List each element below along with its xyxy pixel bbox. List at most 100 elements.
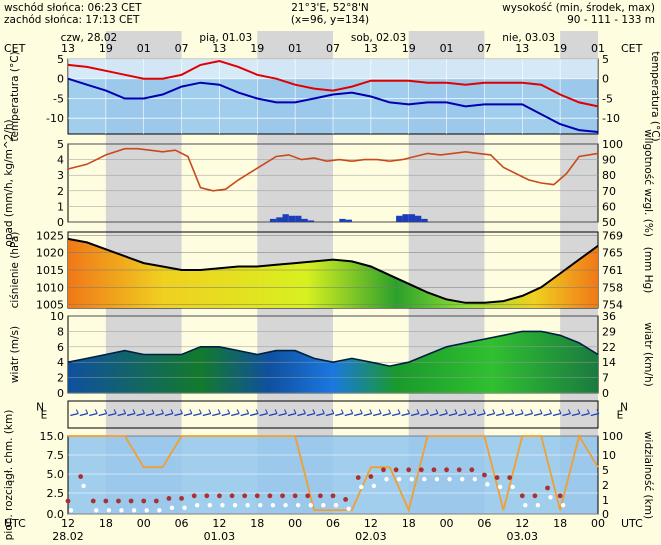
humidity-ylabel-right: wilgotność wzgl. (%) xyxy=(642,129,654,237)
wind-ytick-left: 2 xyxy=(57,372,64,385)
precip-ytick-left: 2 xyxy=(57,185,64,198)
cloud-dot xyxy=(242,493,248,499)
cloud-dot-low xyxy=(81,483,86,489)
cloud-dot xyxy=(229,493,235,499)
cloud-dot xyxy=(355,475,361,480)
day-label-top: czw, 28.02 xyxy=(61,32,118,44)
vis-ytick-right: 10 xyxy=(602,449,616,462)
wind-barb xyxy=(596,409,600,414)
cloud-dot-low xyxy=(472,476,478,482)
cloud-ytick-left: 5.0 xyxy=(47,468,65,481)
cloud-dot-low xyxy=(422,476,427,482)
tick-top: 07 xyxy=(326,42,340,55)
cloud-dot xyxy=(444,467,449,473)
wind-barb xyxy=(227,409,231,414)
cloud-dot-low xyxy=(258,502,263,508)
cloud-ytick-left: 2.5 xyxy=(47,487,65,500)
wind-arrow xyxy=(155,412,164,417)
precip-panel: 5 4 3 2 1 0 100 90 80 70 60 50 opad (mm/h, kg/m^2/h)… xyxy=(3,119,654,246)
compass-n-left: N xyxy=(36,402,44,414)
sunrise-text: wschód słońca: 06:23 CET xyxy=(4,2,142,14)
pressure-ytick-right: 754 xyxy=(602,299,623,312)
timezone-top-right: CET xyxy=(621,42,643,55)
cloud-dot-low xyxy=(94,508,99,513)
sunset-text: zachód słońca: 17:13 CET xyxy=(4,14,140,26)
pressure-ytick-right: 761 xyxy=(602,264,623,277)
wind-barb xyxy=(558,409,562,414)
wind-arrow xyxy=(126,412,136,417)
humidity-ytick-right: 50 xyxy=(602,216,616,229)
cloud-dot-low xyxy=(535,502,541,508)
cloud-dot xyxy=(545,485,550,491)
wind-barb xyxy=(577,409,581,414)
temp-ytick-left: 0 xyxy=(57,73,64,86)
wind-barb xyxy=(236,409,240,414)
tick-bottom: 06 xyxy=(477,517,491,530)
cloud-dot-low xyxy=(333,502,339,508)
wind-arrow xyxy=(183,412,193,417)
wind-arrow xyxy=(107,412,117,417)
tick-bottom: 00 xyxy=(440,517,454,530)
wind-arrow xyxy=(401,412,410,417)
wind-barb xyxy=(170,409,174,414)
vis-ylabel-right: widzialność (km) xyxy=(642,431,654,519)
wind-arrow xyxy=(590,412,600,417)
wind-barb xyxy=(539,409,543,414)
wind-barb xyxy=(94,409,98,414)
temp-ytick-right: -5 xyxy=(602,92,613,105)
wind-arrow xyxy=(79,412,88,417)
wind-barb xyxy=(198,409,202,414)
cloud-ytick-left: 15.0 xyxy=(40,430,65,443)
cloud-dot xyxy=(204,493,210,499)
tick-top: 19 xyxy=(402,42,416,55)
cloud-dot-low xyxy=(371,483,377,489)
pressure-ytick-left: 1025 xyxy=(36,229,64,242)
wind-barb xyxy=(255,409,259,414)
cloud-dot-low xyxy=(182,505,187,510)
wind-ytick-left: 4 xyxy=(57,356,64,369)
tick-top: 13 xyxy=(61,42,75,55)
wind-barb xyxy=(293,409,297,414)
humidity-ytick-right: 100 xyxy=(602,138,623,151)
wind-barb xyxy=(321,409,325,414)
tick-bottom: 12 xyxy=(515,517,529,530)
wind-arrow xyxy=(164,412,174,417)
cloud-dot xyxy=(166,496,172,501)
cloud-dot-low xyxy=(434,476,440,482)
vis-ytick-right: 100 xyxy=(602,430,623,443)
cloud-dot-low xyxy=(548,495,553,500)
wind-arrow xyxy=(70,412,79,417)
wind-arrow xyxy=(297,412,306,417)
vis-ytick-right: 5 xyxy=(602,464,609,477)
visibility-line xyxy=(68,433,599,513)
wind-arrow xyxy=(287,412,297,417)
tick-bottom: 00 xyxy=(137,517,151,530)
wind-barb xyxy=(416,409,420,414)
wind-barb xyxy=(397,409,401,414)
pressure-ytick-right: 765 xyxy=(602,247,623,260)
tick-bottom: 06 xyxy=(326,517,340,530)
precip-ytick-left: 0 xyxy=(57,216,64,229)
pressure-ylabel-right: (mm Hg) xyxy=(642,247,654,294)
day-label-top: pią, 01.03 xyxy=(199,32,252,44)
time-ticks-top: 13 19 01 07 13 19 01 07 13 19 01 07 13 19 01 xyxy=(61,42,605,55)
tick-top: 13 xyxy=(515,42,529,55)
wind-ytick-right: 36 xyxy=(602,310,616,323)
wind-arrow xyxy=(533,412,543,417)
temp-ytick-left: 5 xyxy=(57,53,64,66)
temperature-panel: 5 5 0 0 -5 -5 -10 -10 temperatura (°C) temperatur… xyxy=(9,51,661,141)
wind-barb xyxy=(454,409,458,414)
precip-bar xyxy=(396,215,403,222)
cloud-ytick-left: 7.5 xyxy=(47,449,65,462)
wind-arrow xyxy=(354,412,363,417)
cloud-dot-low xyxy=(220,502,225,508)
cloud-dot xyxy=(141,498,147,504)
cloud-dot-low xyxy=(157,508,162,513)
tick-top: 01 xyxy=(440,42,454,55)
wind-panel: 10 36 8 29 6 22 4 14 2 7 0 0 wiatr (m/s) wiatr (km/h) xyxy=(9,310,654,400)
pressure-panel: 1025 769 1020 765 1015 761 1010 758 1005 754 ciśni… xyxy=(9,229,654,311)
tick-bottom: 18 xyxy=(402,517,416,530)
wind-ylabel-left: wiatr (m/s) xyxy=(9,326,21,383)
